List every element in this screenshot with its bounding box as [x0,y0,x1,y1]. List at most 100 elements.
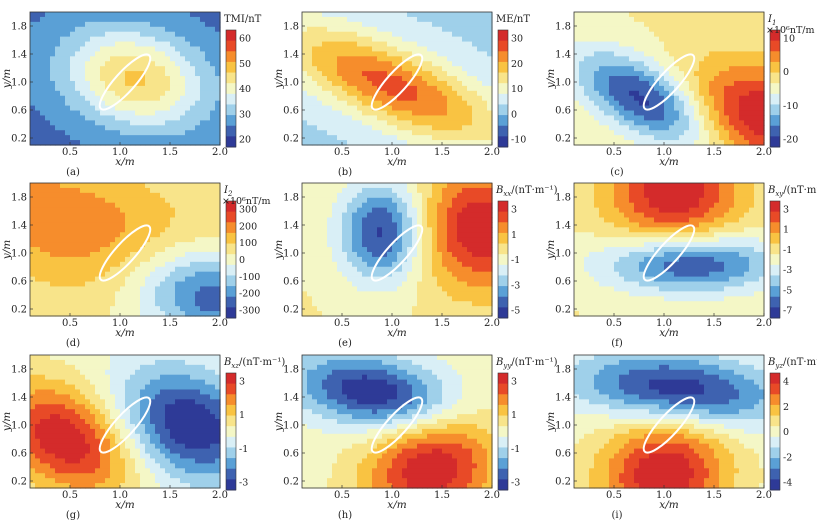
field-cell [40,217,46,224]
field-cell [719,110,725,117]
field-cell [205,291,211,297]
field-cell [342,306,348,312]
field-cell [195,311,201,317]
field-cell [744,21,750,28]
field-cell [477,61,483,67]
field-cell [639,120,645,126]
field-cell [377,36,383,43]
field-cell [85,183,91,189]
field-cell [654,100,660,107]
field-cell [447,120,453,126]
field-cell [402,183,408,189]
field-cell [332,237,338,243]
field-cell [659,56,665,62]
field-cell [200,266,206,273]
field-cell [195,187,201,194]
field-cell [654,85,660,92]
panel-caption: (d) [66,338,80,349]
field-cell [442,140,448,146]
field-cell [85,197,91,204]
field-cell [629,140,635,146]
field-cell [759,100,765,107]
y-tick-label: 0.2 [283,134,299,145]
field-cell [342,286,348,292]
field-cell [130,306,136,312]
field-cell [649,90,655,97]
x-axis-label: x/m [115,327,134,339]
field-cell [95,31,101,38]
field-cell [729,31,735,38]
field-cell [377,222,383,228]
field-cell [90,46,96,53]
field-cell [125,140,131,146]
field-cell [180,51,186,57]
field-cell [392,281,398,288]
field-cell [447,16,453,23]
field-cell [699,31,705,38]
field-cell [357,187,363,194]
field-cell [170,21,176,28]
field-cell [90,232,96,238]
field-cell [65,12,71,18]
field-cell [175,237,181,243]
field-cell [215,227,221,233]
field-cell [704,76,710,82]
field-cell [175,21,181,28]
field-cell [457,71,463,77]
field-cell [619,56,625,62]
field-cell [472,135,478,141]
field-cell [422,110,428,117]
field-cell [30,232,36,238]
colorbar-frame [769,29,781,148]
field-cell [452,46,458,53]
field-cell [427,183,433,189]
field-cell [195,46,201,53]
field-cell [332,71,338,77]
field-cell [55,247,61,253]
field-cell [357,61,363,67]
field-cell [317,16,323,23]
field-cell [150,120,156,126]
field-cell [150,242,156,248]
field-cell [312,105,318,112]
field-cell [367,261,373,268]
field-cell [312,301,318,307]
field-cell [352,212,358,219]
field-cell [200,271,206,278]
field-cell [165,130,171,136]
field-cell [150,281,156,288]
field-cell [432,222,438,228]
field-cell [150,296,156,302]
field-cell [145,251,151,258]
field-cell [190,232,196,238]
field-cell [80,26,86,33]
field-cell [669,41,675,48]
field-cell [125,271,131,278]
field-cell [120,187,126,194]
field-cell [30,256,36,263]
field-cell [115,247,121,253]
field-cell [105,71,111,77]
field-cell [709,36,715,43]
field-cell [412,110,418,117]
field-cell [215,207,221,214]
field-cell [337,276,343,283]
field-cell [487,120,493,126]
field-cell [110,90,116,97]
field-cell [55,187,61,194]
field-cell [100,237,106,243]
field-cell [337,36,343,43]
field-cell [302,12,308,18]
field-cell [180,130,186,136]
field-cell [437,100,443,107]
field-cell [190,247,196,253]
field-cell [744,90,750,97]
field-cell [689,110,695,117]
field-cell [664,36,670,43]
field-cell [135,115,141,121]
colorbar-title: TMI/nT [224,14,262,25]
field-cell [185,130,191,136]
field-cell [85,286,91,292]
field-cell [614,41,620,48]
field-cell [579,135,585,141]
